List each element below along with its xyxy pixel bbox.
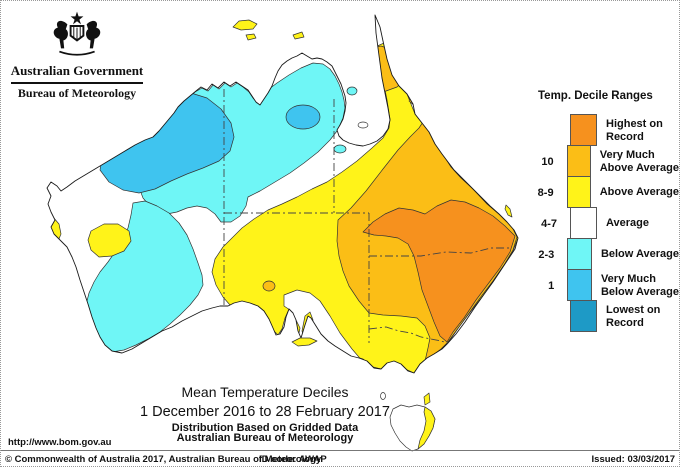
map-title: Mean Temperature Deciles (181, 384, 349, 400)
footer-divider (1, 450, 679, 451)
flinders-island (423, 392, 431, 406)
legend-swatch-very-much-below (567, 269, 592, 301)
groote-eylandt (346, 86, 358, 96)
legend-decile: 4-7 (541, 217, 557, 230)
legend-item-below: 2-3 Below Average (527, 238, 679, 270)
legend-item-above: 8-9 Above Average (527, 176, 679, 208)
map-region-below-average-southwest-band (85, 200, 204, 353)
legend-label: Average (606, 217, 650, 230)
map-region-below-average-gulf-spot (333, 144, 347, 154)
legend-label: Highest on Record (606, 118, 663, 143)
legend-swatch-above (566, 176, 591, 208)
darwin-coast-islet (245, 33, 257, 41)
legend-swatch-below (567, 238, 592, 270)
legend-label: Very Much Above Average (599, 149, 679, 174)
kangaroo-island (291, 337, 318, 347)
legend-item-very-much-below: 1 Very Much Below Average (527, 269, 679, 301)
wessel-islet (292, 31, 305, 40)
bureau-title: Bureau of Meteorology (17, 86, 137, 100)
legend-decile: 1 (548, 279, 555, 292)
legend-decile: 8-9 (537, 186, 554, 199)
map-period: 1 December 2016 to 28 February 2017 (140, 404, 390, 420)
legend-decile: 2-3 (538, 248, 555, 261)
footer-issued-date: Issued: 03/03/2017 (591, 454, 675, 465)
legend-label: Very Much Below Average (600, 273, 679, 298)
state-borders (223, 89, 512, 344)
legend-item-highest: Highest on Record (527, 114, 679, 146)
fraser-island (504, 204, 513, 218)
government-header: Australian Government Bureau of Meteorol… (7, 7, 147, 101)
australia-coastline (46, 14, 519, 374)
king-island (380, 392, 386, 400)
coat-of-arms-icon (53, 11, 101, 56)
legend-swatch-very-much-above (566, 145, 591, 177)
legend-label: Below Average (600, 248, 679, 261)
legend-label: Lowest on Record (606, 304, 661, 329)
map-region-above-average-wa-inland (87, 223, 132, 258)
legend-item-average: 4-7 Average (527, 207, 679, 239)
legend: Highest on Record 10 Very Much Above Avera… (527, 114, 679, 332)
footer-copyright: © Commonwealth of Australia 2017, Austra… (5, 454, 322, 465)
tasmania-east-coast-yellow (417, 406, 436, 450)
map-subtitle-1: Distribution Based on Gridded Data (171, 422, 359, 434)
border-nsw-vic (368, 326, 449, 344)
legend-item-very-much-above: 10 Very Much Above Average (527, 145, 679, 177)
legend-item-lowest: Lowest on Record (527, 300, 679, 332)
gov-title: Australian Government (10, 63, 144, 78)
islands (232, 19, 513, 452)
legend-decile: 10 (541, 155, 554, 168)
legend-swatch-highest (570, 114, 597, 146)
footer-id-code: ID code: AWAP (259, 454, 327, 465)
melville-island (232, 19, 258, 31)
legend-swatch-lowest (570, 300, 597, 332)
legend-title: Temp. Decile Ranges (538, 90, 653, 102)
header-divider (11, 82, 143, 84)
mornington-island (357, 121, 369, 129)
map-subtitle-2: Australian Bureau of Meteorology (176, 432, 354, 444)
map-region-very-much-below-nt-spot (285, 104, 321, 130)
border-qld-nsw (369, 247, 512, 257)
legend-label: Above Average (599, 186, 679, 199)
bom-url: http://www.bom.gov.au (8, 437, 112, 448)
map-region-very-much-above-sa-coast-spot (262, 280, 276, 292)
legend-swatch-average (570, 207, 597, 239)
